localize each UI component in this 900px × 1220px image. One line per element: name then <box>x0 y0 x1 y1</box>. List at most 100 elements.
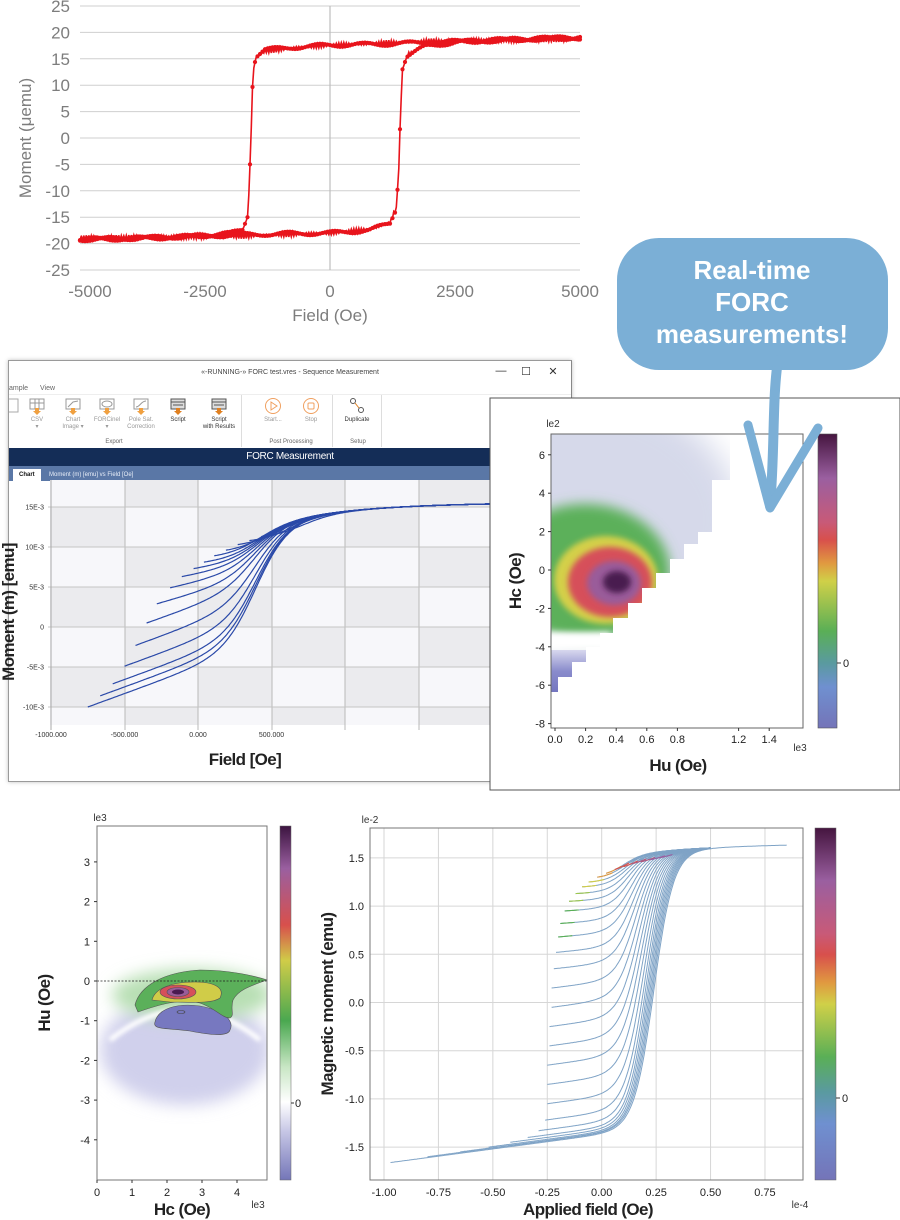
y-tick-label: -10E-3 <box>23 705 44 712</box>
ribbon-separator <box>332 395 333 447</box>
y-tick-label: 3 <box>84 857 90 869</box>
forc-curve <box>460 848 711 1153</box>
x-tick-label: 2500 <box>436 282 474 301</box>
x-tick-label: 2 <box>164 1187 170 1199</box>
y-tick-label: 5E-3 <box>29 585 44 592</box>
x-tick-label: 0.8 <box>670 734 685 746</box>
forc-curve <box>538 847 711 1132</box>
forc-curve-colored-segment <box>658 854 673 859</box>
maximize-button[interactable]: ☐ <box>521 366 531 378</box>
dropdown-caret: ▾ <box>35 424 39 430</box>
ribbon-separator <box>381 395 382 447</box>
plot-frame <box>369 827 804 1181</box>
colorbar <box>279 825 292 1181</box>
chart-cell <box>419 507 490 547</box>
y-axis-label: Hu (Oe) <box>35 974 54 1031</box>
ribbon-group-setup: Setup <box>350 439 366 445</box>
y-tick-label: -4 <box>80 1135 90 1147</box>
heatmap-peak <box>603 571 631 593</box>
ribbon-separator <box>241 395 242 447</box>
ribbon-sublabel: with Results <box>202 424 236 430</box>
x-tick-label: 0.6 <box>639 734 654 746</box>
x-tick-label: -500.000 <box>111 732 139 739</box>
y-tick-label: -1 <box>80 1016 90 1028</box>
y-axis-label: Moment (μemu) <box>16 78 35 198</box>
ribbon-label: Script <box>170 417 186 423</box>
export-csv-button[interactable]: CSV ▾ <box>17 397 57 431</box>
chart-cell <box>125 627 198 667</box>
data-point <box>390 216 395 221</box>
chart-image-icon <box>65 398 81 415</box>
colorbar-zero-label: 0 <box>843 658 849 670</box>
close-button[interactable]: ✕ <box>548 366 558 378</box>
minimize-button[interactable]: — <box>495 365 507 377</box>
x-tick-label: -2500 <box>183 282 226 301</box>
ribbon-group-post-processing: Post Processing <box>269 439 313 445</box>
chart-cell <box>50 480 125 507</box>
chart-cell <box>198 707 272 725</box>
y-tick-label: -1.0 <box>345 1094 364 1106</box>
duplicate-button[interactable]: Duplicate <box>337 397 377 424</box>
y-exponent: le2 <box>546 419 560 430</box>
chart-cell <box>345 507 419 547</box>
y-tick-label: 5 <box>61 103 70 122</box>
y-tick-label: -4 <box>535 642 545 654</box>
forc-curve <box>527 847 711 1138</box>
start-button[interactable]: Start... <box>253 397 293 424</box>
y-tick-label: -25 <box>45 261 70 280</box>
window-title: «-RUNNING-» FORC test.vres - Sequence Me… <box>201 369 379 376</box>
duplicate-icon <box>350 398 364 413</box>
forc-curve-colored-segment <box>614 862 630 871</box>
export-script-with-results-button[interactable]: Script with Results <box>199 397 239 431</box>
tab-moment-vs-field[interactable]: Moment (m) [emu] vs Field [Oe] <box>49 472 134 478</box>
chart-cell <box>419 667 490 707</box>
chart-cell <box>50 587 125 627</box>
forc-curve-colored-segment <box>582 884 597 888</box>
x-tick-label: 1 <box>129 1187 135 1199</box>
y-tick-label: -10 <box>45 182 70 201</box>
heatmap-negative-region <box>551 650 586 692</box>
menu-sample[interactable]: ample <box>9 385 29 392</box>
export-chart-image-button[interactable]: Chart Image ▾ <box>53 397 93 431</box>
menu-view[interactable]: View <box>40 385 56 392</box>
forc-curve-colored-segment <box>568 899 584 902</box>
y-tick-label: 2 <box>84 897 90 909</box>
x-tick-label: 0.25 <box>645 1187 666 1199</box>
ribbon-group-export: Export <box>105 439 123 445</box>
chart-cell <box>50 507 125 547</box>
y-tick-label: 1 <box>84 936 90 948</box>
forc-heatmap <box>97 969 267 1105</box>
x-tick-label: -0.50 <box>480 1187 505 1199</box>
tab-chart[interactable]: Chart <box>13 469 41 481</box>
stop-button[interactable]: Stop <box>291 397 331 424</box>
x-tick-label: -0.75 <box>426 1187 451 1199</box>
document-icon <box>9 398 19 413</box>
y-tick-label: 10 <box>51 76 70 95</box>
chart-cell <box>345 587 419 627</box>
y-tick-label: 1.0 <box>349 901 364 913</box>
y-axis-label: Hc (Oe) <box>506 553 525 609</box>
y-tick-label: -8 <box>535 719 545 731</box>
ribbon-button-partial[interactable] <box>9 397 32 417</box>
pole-sat-correction-button[interactable]: Pole Sat. Correction <box>121 397 161 431</box>
export-forcinel-button[interactable]: FORCinel ▾ <box>87 397 127 431</box>
chart-cell <box>125 587 198 627</box>
x-tick-label: -0.25 <box>535 1187 560 1199</box>
forcinel-icon <box>99 398 115 415</box>
y-tick-label: -5 <box>55 155 70 174</box>
data-point <box>387 221 393 226</box>
chart-cell <box>272 480 345 507</box>
chart-cell <box>125 480 198 507</box>
forc-curve-colored-segment <box>560 921 575 925</box>
y-tick-label: 15E-3 <box>25 505 44 512</box>
colorbar-zero-label: 0 <box>842 1093 848 1105</box>
y-tick-label: 1.5 <box>349 853 364 865</box>
callout-arrow-shaft <box>765 355 783 511</box>
data-point <box>395 187 400 192</box>
x-tick-label: 3 <box>199 1187 205 1199</box>
colorbar <box>814 827 837 1181</box>
forc-curve <box>488 847 711 1148</box>
table-export-icon <box>29 398 45 415</box>
y-tick-label: 10E-3 <box>25 545 44 552</box>
export-script-button[interactable]: Script <box>158 397 198 424</box>
